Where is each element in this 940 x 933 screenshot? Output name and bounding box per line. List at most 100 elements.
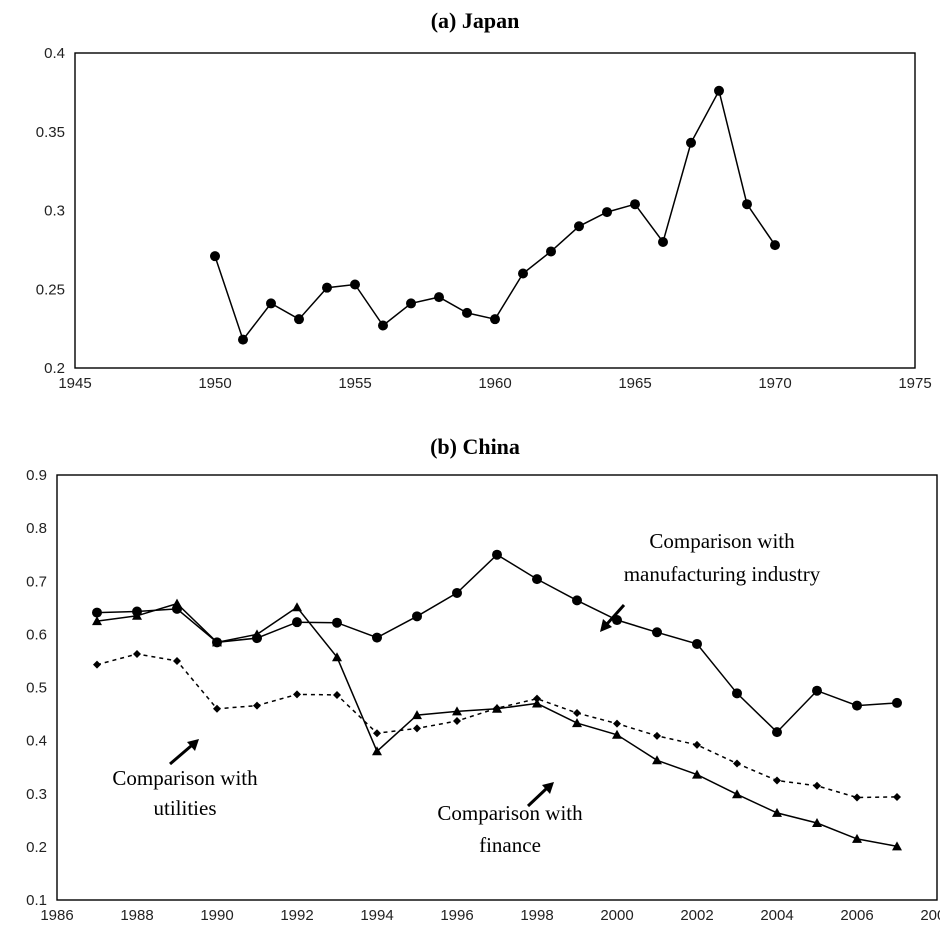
data-point [772,807,782,817]
data-point [692,769,702,779]
data-point [253,701,261,710]
data-point [378,320,388,331]
data-point [813,781,821,790]
data-point [292,602,302,612]
x-tick-labels-japan: 1945 1950 1955 1960 1965 1970 1975 [58,375,931,392]
y-tick-label: 0.6 [26,626,47,643]
data-point [693,740,701,749]
data-point [733,759,741,768]
data-point [92,607,102,618]
data-point [893,792,901,801]
data-point [853,793,861,802]
x-tick-label: 1996 [440,907,473,924]
data-point [658,237,668,247]
x-tick-label: 1960 [478,375,511,392]
x-tick-label: 2002 [680,907,713,924]
data-point [812,685,822,696]
data-point [93,660,101,669]
arrow-manufacturing [600,603,626,632]
data-point [332,652,342,662]
data-point [714,85,724,96]
y-tick-label: 0.7 [26,573,47,590]
data-point [652,627,662,638]
y-tick-label: 0.35 [36,124,65,141]
data-point [572,595,582,606]
data-point [332,617,342,628]
y-tick-label: 0.2 [44,360,65,377]
x-tick-label: 2008 [920,907,940,924]
data-point [453,716,461,725]
y-tick-label: 0.3 [44,203,65,220]
arrow-utilities-head [187,739,199,751]
y-tick-label: 0.9 [26,467,47,484]
data-point [692,638,702,649]
x-tick-label: 1994 [360,907,393,924]
x-tick-label: 2000 [600,907,633,924]
data-point [574,221,584,232]
data-point [212,637,222,647]
annotation-finance-line1: Comparison with [437,801,583,825]
data-point [266,298,276,309]
annotation-utilities-line2: utilities [154,796,217,820]
annotation-utilities: Comparison with utilities [112,766,258,820]
chart-china: (b) China 0.1 0.2 0.3 0.4 0.5 0.6 0.7 0.8 0.9 19… [26,434,940,924]
data-point [173,656,181,665]
x-tick-label: 1998 [520,907,553,924]
data-point [602,207,612,218]
data-point [373,729,381,738]
y-tick-label: 0.1 [26,892,47,909]
data-point [773,776,781,785]
data-point [612,729,622,739]
x-tick-label: 1970 [758,375,791,392]
data-point [652,755,662,765]
chart-japan: (a) Japan 0.2 0.25 0.3 0.35 0.4 1945 1950 1955… [36,8,932,392]
arrow-finance-shaft [526,787,548,808]
data-point [812,817,822,827]
x-tick-label: 1975 [898,375,931,392]
x-tick-label: 1992 [280,907,313,924]
data-point [92,616,102,626]
plot-frame-japan [74,52,916,369]
data-point [533,694,541,703]
plot-frame-china [56,474,938,901]
annotation-finance: Comparison with finance [437,801,583,857]
data-point [892,697,902,708]
arrow-utilities-shaft [169,744,192,766]
x-tick-label: 1950 [198,375,231,392]
data-point [492,549,502,560]
data-point [406,298,416,309]
data-point [518,268,528,279]
y-tick-label: 0.4 [26,733,47,750]
chart-title-china: (b) China [430,434,520,459]
data-point [892,841,902,851]
data-point [572,718,582,728]
arrow-utilities [169,739,199,766]
data-point [412,710,422,720]
series-group-japan [210,85,780,345]
data-point [292,617,302,628]
data-point [653,731,661,740]
y-tick-label: 0.3 [26,786,47,803]
data-point [294,314,304,325]
data-point [686,137,696,148]
annotation-utilities-line1: Comparison with [112,766,258,790]
data-point [852,833,862,843]
data-point [490,314,500,325]
data-point [172,598,182,608]
data-point [372,746,382,756]
arrow-finance [526,782,554,808]
chart-title-japan: (a) Japan [431,8,520,33]
data-point [132,610,142,620]
x-tick-label: 1955 [338,375,371,392]
data-point [452,706,462,716]
y-tick-label: 0.2 [26,839,47,856]
series-line [214,88,776,342]
data-point [532,574,542,585]
y-tick-label: 0.4 [44,45,65,62]
data-point [772,727,782,738]
series-group-china [92,549,902,851]
data-point [462,307,472,318]
x-tick-label: 1990 [200,907,233,924]
data-point [413,724,421,733]
y-tick-labels-china: 0.1 0.2 0.3 0.4 0.5 0.6 0.7 0.8 0.9 [26,467,47,909]
